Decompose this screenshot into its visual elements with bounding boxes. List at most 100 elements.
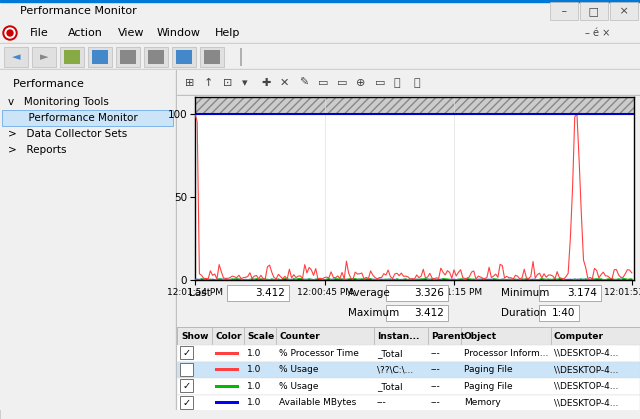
Text: Action: Action xyxy=(68,28,103,38)
Text: 1.0: 1.0 xyxy=(247,382,261,391)
Bar xyxy=(215,352,239,355)
Bar xyxy=(387,305,448,321)
Bar xyxy=(0,69,640,70)
Text: ▭: ▭ xyxy=(337,78,348,88)
Bar xyxy=(244,327,245,345)
Text: Parent: Parent xyxy=(431,331,465,341)
Bar xyxy=(4,47,28,67)
Bar xyxy=(60,47,84,67)
Text: Performance Monitor: Performance Monitor xyxy=(22,113,138,123)
Text: ✕: ✕ xyxy=(280,78,289,88)
Text: Memory: Memory xyxy=(464,398,500,407)
Bar xyxy=(215,385,239,388)
Text: Last: Last xyxy=(189,288,211,298)
Text: 3.326: 3.326 xyxy=(415,288,444,298)
Text: ✚: ✚ xyxy=(261,78,270,88)
Text: Minimum: Minimum xyxy=(501,288,550,298)
Text: >   Reports: > Reports xyxy=(8,145,67,155)
Bar xyxy=(539,305,579,321)
Bar xyxy=(240,48,241,66)
Bar xyxy=(177,95,640,96)
Bar xyxy=(177,345,640,362)
Text: \??\C:\...: \??\C:\... xyxy=(377,365,413,374)
Bar xyxy=(539,285,601,301)
Text: \\DESKTOP-4...: \\DESKTOP-4... xyxy=(554,365,618,374)
Circle shape xyxy=(5,28,15,38)
Text: ▭: ▭ xyxy=(318,78,328,88)
Bar xyxy=(580,2,608,20)
Text: – é ×: – é × xyxy=(585,28,611,38)
Bar xyxy=(387,285,448,301)
Bar xyxy=(215,368,239,371)
Bar xyxy=(180,346,193,359)
Text: Instan...: Instan... xyxy=(377,331,419,341)
Bar xyxy=(180,363,193,376)
Text: ---: --- xyxy=(431,349,441,358)
Text: Counter: Counter xyxy=(279,331,320,341)
Text: ---: --- xyxy=(431,398,441,407)
Text: ⊞: ⊞ xyxy=(185,78,195,88)
Text: ▭: ▭ xyxy=(375,78,385,88)
Text: ↑: ↑ xyxy=(204,78,213,88)
Bar xyxy=(374,327,375,345)
Text: \\DESKTOP-4...: \\DESKTOP-4... xyxy=(554,398,618,407)
Text: 1.0: 1.0 xyxy=(247,349,261,358)
Text: Scale: Scale xyxy=(247,331,275,341)
Bar xyxy=(177,327,640,345)
Bar xyxy=(120,50,136,64)
Text: ✓: ✓ xyxy=(183,398,191,408)
Bar xyxy=(610,2,638,20)
Text: 1.0: 1.0 xyxy=(247,365,261,374)
Text: % Usage: % Usage xyxy=(279,382,319,391)
Bar xyxy=(116,47,140,67)
Bar xyxy=(428,327,429,345)
Circle shape xyxy=(7,30,13,36)
Bar xyxy=(215,401,239,404)
Text: ✎: ✎ xyxy=(299,78,308,88)
Text: ⊡: ⊡ xyxy=(223,78,232,88)
Bar xyxy=(550,2,578,20)
Text: View: View xyxy=(118,28,145,38)
Text: Average: Average xyxy=(348,288,391,298)
Text: 3.174: 3.174 xyxy=(567,288,597,298)
Text: Object: Object xyxy=(464,331,497,341)
Text: \\DESKTOP-4...: \\DESKTOP-4... xyxy=(554,349,618,358)
Text: 3.412: 3.412 xyxy=(415,308,444,318)
Bar xyxy=(88,47,112,67)
Bar xyxy=(0,0,640,2)
Text: ---: --- xyxy=(377,398,387,407)
Bar xyxy=(200,47,224,67)
Bar xyxy=(2,110,173,126)
Bar xyxy=(180,379,193,392)
Bar xyxy=(204,50,220,64)
Bar xyxy=(0,43,640,44)
Bar xyxy=(32,47,56,67)
Bar xyxy=(176,50,192,64)
Text: ►: ► xyxy=(40,52,48,62)
Text: % Processor Time: % Processor Time xyxy=(279,349,359,358)
Bar xyxy=(551,327,552,345)
Text: 3.412: 3.412 xyxy=(255,288,285,298)
Text: Performance: Performance xyxy=(6,79,84,89)
Circle shape xyxy=(3,26,17,40)
Bar xyxy=(177,378,640,395)
Text: ---: --- xyxy=(431,365,441,374)
Text: >   Data Collector Sets: > Data Collector Sets xyxy=(8,129,127,139)
Text: _Total: _Total xyxy=(377,349,403,358)
Text: Paging File: Paging File xyxy=(464,365,513,374)
Text: 1:40: 1:40 xyxy=(552,308,575,318)
Bar xyxy=(227,285,289,301)
Bar xyxy=(180,396,193,409)
Text: Processor Inform...: Processor Inform... xyxy=(464,349,548,358)
Text: ⊕: ⊕ xyxy=(356,78,365,88)
Text: Paging File: Paging File xyxy=(464,382,513,391)
Text: ✓: ✓ xyxy=(183,348,191,358)
Text: ✓: ✓ xyxy=(183,381,191,391)
Bar xyxy=(461,327,462,345)
Text: –: – xyxy=(557,6,570,16)
Text: File: File xyxy=(30,28,49,38)
Text: 1.0: 1.0 xyxy=(247,398,261,407)
Text: Window: Window xyxy=(157,28,201,38)
Text: ⏭: ⏭ xyxy=(413,78,420,88)
Text: Duration: Duration xyxy=(501,308,547,318)
